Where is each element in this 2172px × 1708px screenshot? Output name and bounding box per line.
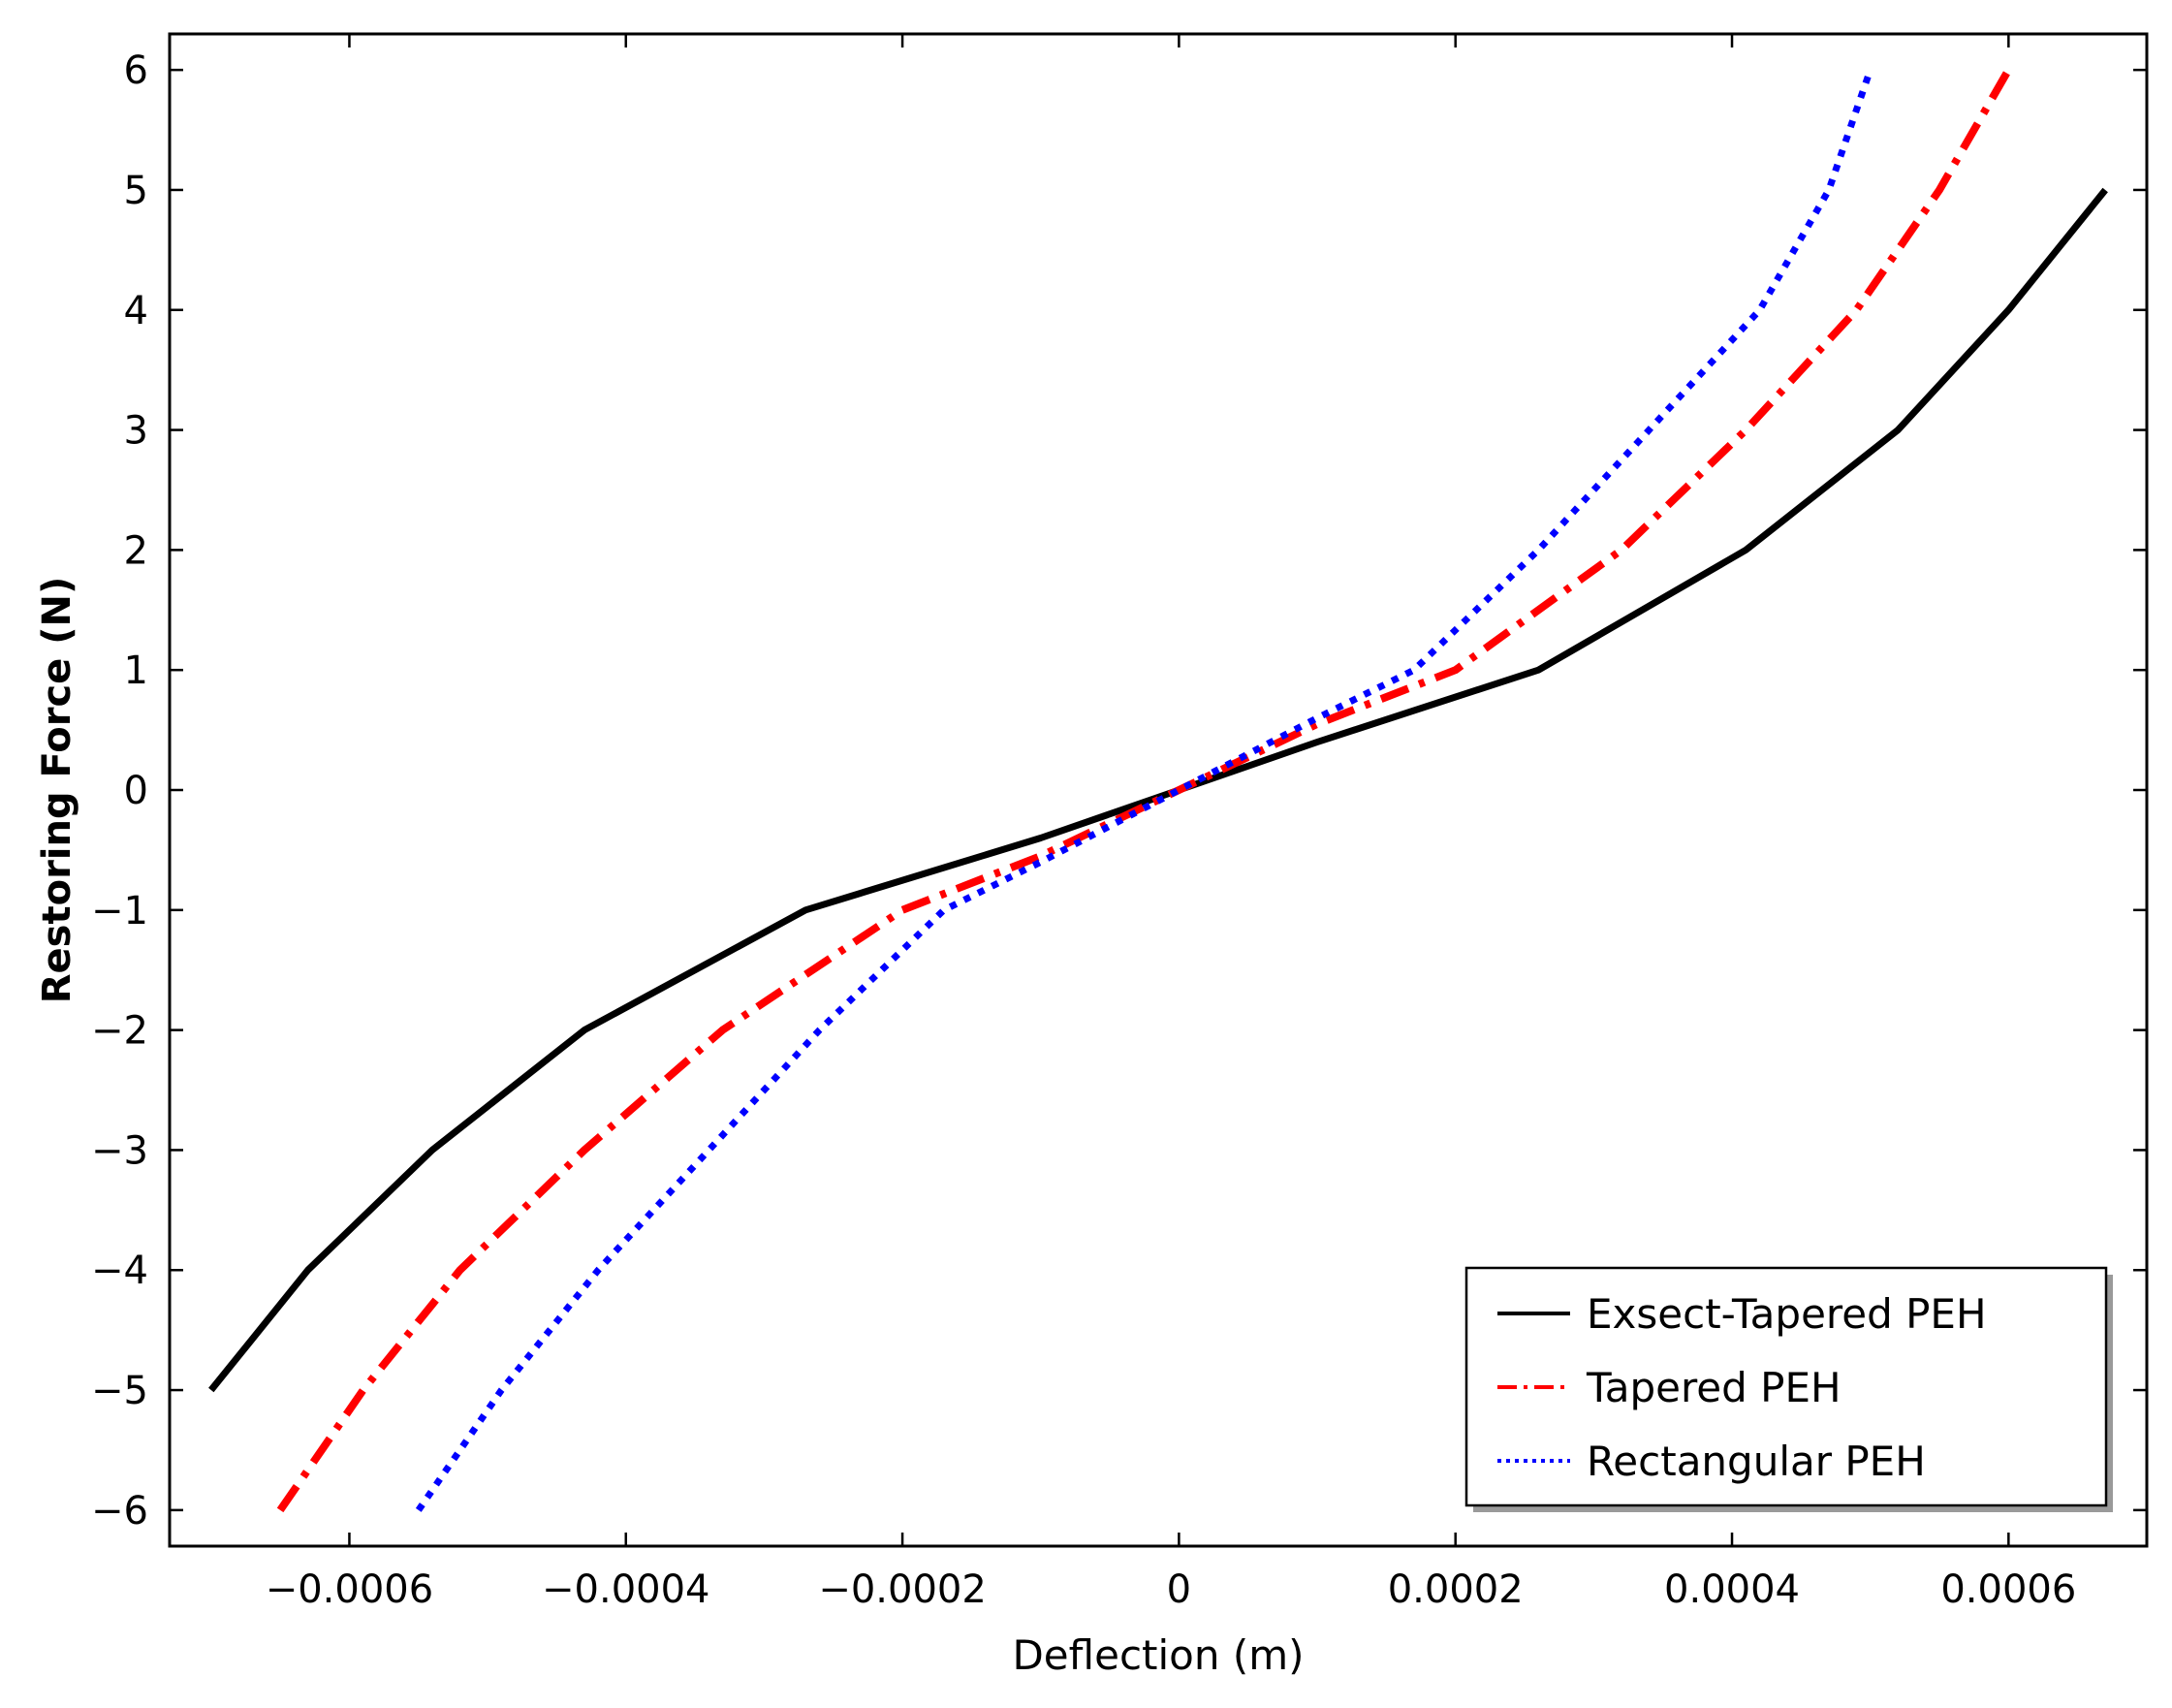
legend-box <box>1464 1266 2108 1507</box>
y-tick-label: −5 <box>91 1369 148 1413</box>
x-tick-label: −0.0006 <box>266 1567 433 1612</box>
y-tick-label: −4 <box>91 1249 148 1293</box>
y-axis-label: Restoring Force (N) <box>35 577 79 1004</box>
y-tick-label: 1 <box>124 648 148 693</box>
series-line-tapered-peh <box>276 68 2012 1513</box>
x-tick-label: 0.0006 <box>1940 1567 2076 1612</box>
y-tick-label: 2 <box>124 528 148 573</box>
legend-label-exsect-tapered-peh: Exsect-Tapered PEH <box>1587 1290 1987 1338</box>
series-line-rectangular-peh <box>415 68 1874 1512</box>
x-tick-label: −0.0004 <box>542 1567 709 1612</box>
y-tick-label: 4 <box>124 289 148 333</box>
x-tick-label: 0 <box>1167 1567 1191 1612</box>
x-axis-label: Deflection (m) <box>1012 1631 1304 1679</box>
y-tick-label: 0 <box>124 769 148 813</box>
y-tick-label: −2 <box>91 1009 148 1054</box>
y-tick-label: 6 <box>124 48 148 93</box>
y-tick-label: −6 <box>91 1489 148 1534</box>
x-tick-label: 0.0004 <box>1664 1567 1800 1612</box>
legend-label-tapered-peh: Tapered PEH <box>1586 1364 1841 1411</box>
y-tick-label: −1 <box>91 889 148 933</box>
legend-label-rectangular-peh: Rectangular PEH <box>1587 1438 1926 1485</box>
x-tick-label: 0.0002 <box>1388 1567 1524 1612</box>
legend: Exsect-Tapered PEH Tapered PEH Rectangular… <box>1464 1266 2113 1512</box>
tick-labels: −0.0006 −0.0004 −0.0002 0 0.0002 0.0004 0.0006… <box>91 48 2076 1612</box>
y-tick-label: 3 <box>124 409 148 454</box>
series-lines <box>208 68 2108 1513</box>
tick-marks <box>170 34 2147 1546</box>
x-tick-label: −0.0002 <box>818 1567 986 1612</box>
y-tick-label: 5 <box>124 169 148 213</box>
y-tick-label: −3 <box>91 1128 148 1173</box>
